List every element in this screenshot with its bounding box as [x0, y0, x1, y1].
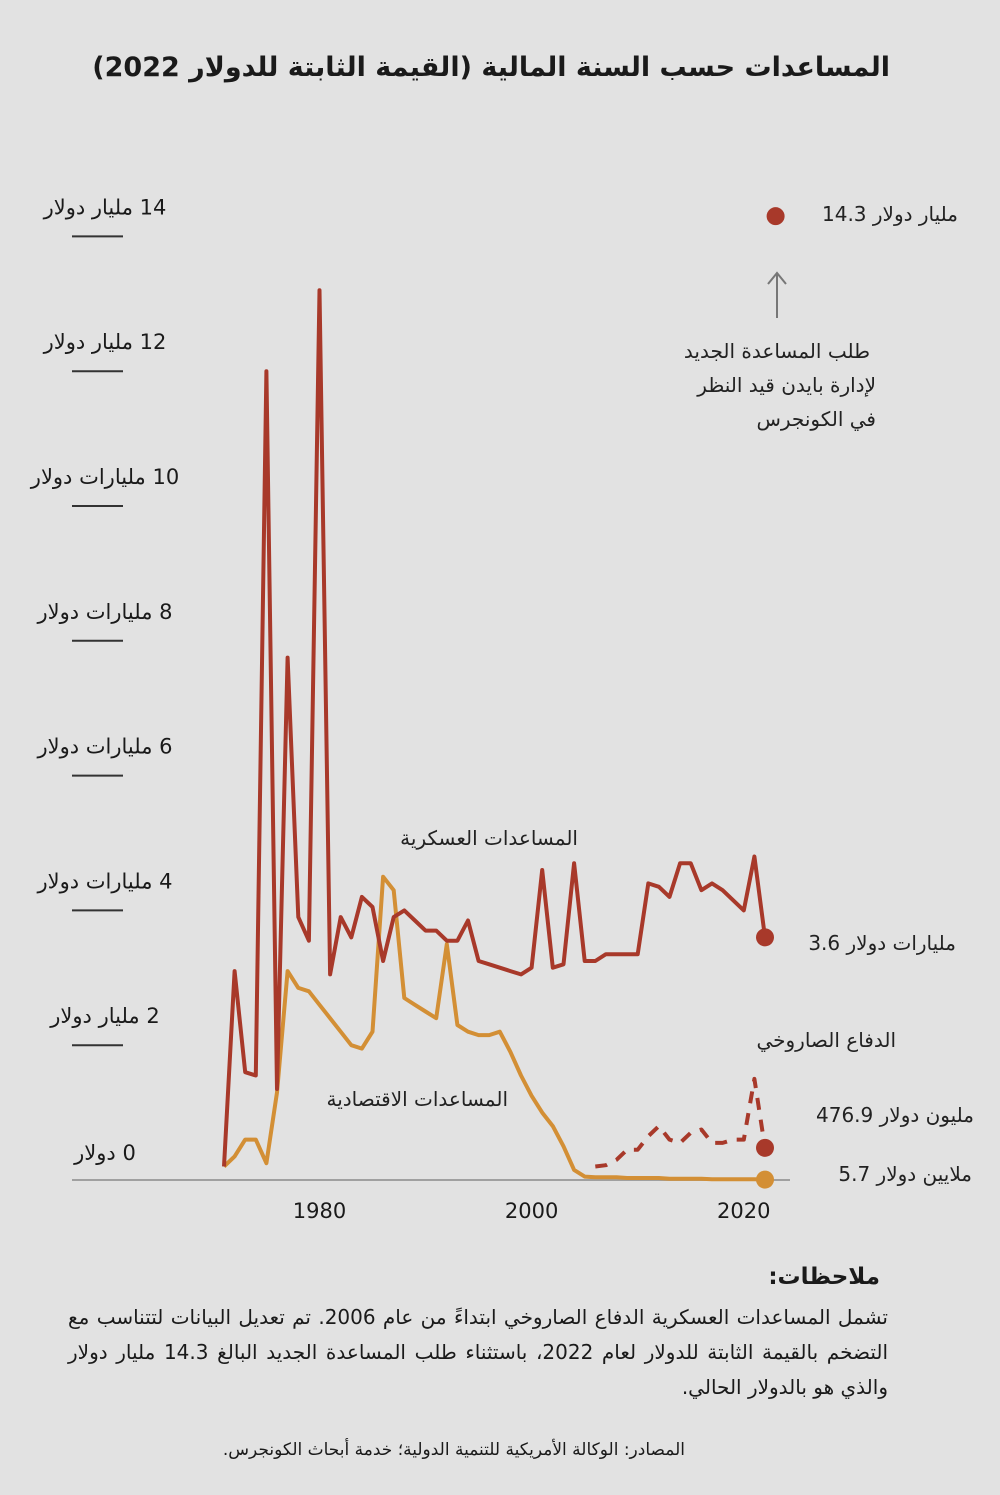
series-line-missile: [595, 1076, 767, 1169]
end-label-missile: 476.9 مليون دولار: [816, 1103, 974, 1127]
y-tick-label: 4 مليارات دولار: [36, 869, 172, 893]
series-label-economic: المساعدات الاقتصادية: [326, 1087, 508, 1111]
x-tick-label: 2000: [505, 1199, 558, 1223]
end-point-missile: [756, 1138, 774, 1157]
request-note-line-1: طلب المساعدة الجديد: [684, 339, 870, 363]
y-tick-label: 8 مليارات دولار: [36, 600, 172, 624]
y-tick-label: 12 مليار دولار: [43, 330, 167, 354]
y-tick-label: 6 مليارات دولار: [36, 735, 172, 759]
end-point-economic: [756, 1170, 774, 1189]
series-lines: [222, 207, 785, 1189]
end-point-military: [756, 928, 774, 947]
end-label-economic: 5.7 ملايين دولار: [838, 1162, 972, 1186]
y-tick-label: 14 مليار دولار: [43, 195, 167, 219]
annotations: المساعدات العسكرية المساعدات الاقتصادية …: [326, 202, 974, 1186]
notes-title: ملاحظات:: [768, 1264, 880, 1290]
request-label: 14.3 مليار دولار: [822, 202, 958, 226]
series-label-missile: الدفاع الصاروخي: [756, 1028, 896, 1053]
y-tick-label: 2 مليار دولار: [49, 1004, 159, 1028]
series-line-economic: [222, 874, 766, 1182]
request-note-line-2: لإدارة بايدن قيد النظر: [696, 373, 876, 397]
chart-title: المساعدات حسب السنة المالية (القيمة الثا…: [92, 52, 890, 83]
source-text: المصادر: الوكالة الأمريكية للتنمية الدول…: [222, 1440, 685, 1460]
y-tick-label: 0 دولار: [73, 1141, 136, 1165]
notes-body: تشمل المساعدات العسكرية الدفاع الصاروخي …: [68, 1305, 889, 1399]
x-tick-label: 1980: [293, 1199, 346, 1223]
y-tick-label: 10 مليارات دولار: [30, 465, 179, 489]
request-note-line-3: في الكونجرس: [756, 407, 876, 432]
arrow-head-icon: [767, 271, 787, 285]
series-line-military: [222, 288, 767, 1167]
y-axis: 0 دولار 2 مليار دولار 4 مليارات دولار 6 ملي…: [30, 195, 179, 1165]
end-label-military: 3.6 مليارات دولار: [808, 931, 956, 955]
x-tick-label: 2020: [717, 1199, 770, 1223]
x-axis: 1980 2000 2020: [72, 1179, 790, 1223]
request-point: [766, 207, 785, 226]
series-label-military: المساعدات العسكرية: [400, 826, 578, 850]
